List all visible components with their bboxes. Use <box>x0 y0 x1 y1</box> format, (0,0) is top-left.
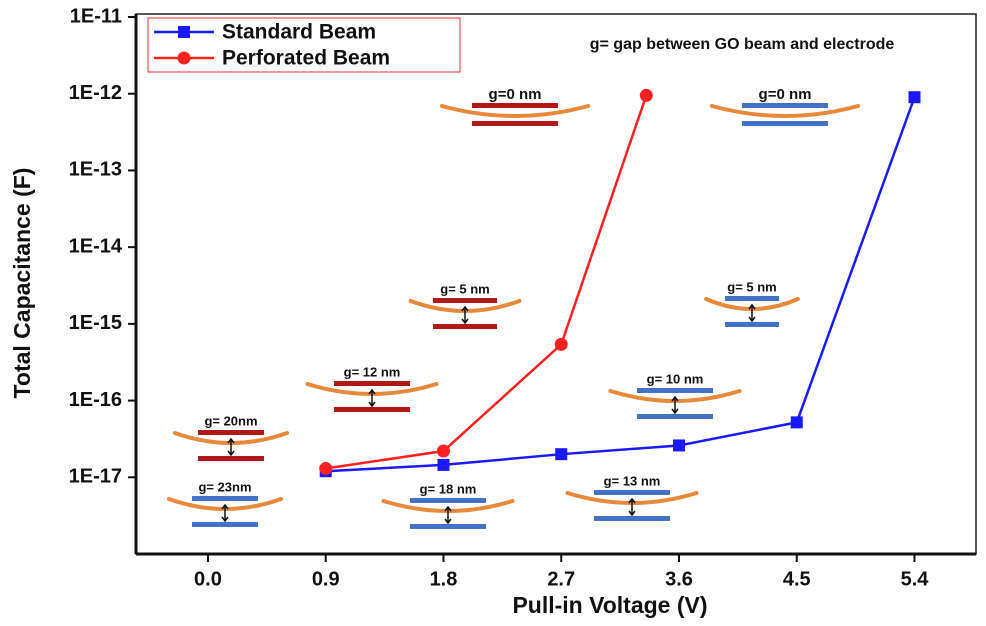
beam-bar <box>472 103 558 108</box>
marker <box>555 448 568 461</box>
beam-bar <box>742 103 828 108</box>
beam-bar <box>198 430 264 435</box>
inset-label: g= 12 nm <box>344 364 401 379</box>
beam-inset: g=0 nm <box>439 86 591 126</box>
x-axis-label: Pull-in Voltage (V) <box>512 592 707 618</box>
beam-inset: g=0 nm <box>709 86 861 126</box>
marker <box>319 462 333 476</box>
gap-arrow <box>748 303 756 323</box>
beam-inset: g= 5 nm <box>408 281 522 329</box>
gap-arrow <box>461 305 469 325</box>
legend-marker <box>177 51 191 65</box>
electrode <box>334 407 410 412</box>
beam-inset: g= 18 nm <box>381 481 515 529</box>
y-tick-label: 1E-15 <box>69 312 122 334</box>
gap-arrow <box>671 395 679 415</box>
beam-bar <box>334 381 410 386</box>
inset-label: g=0 nm <box>489 86 542 103</box>
legend-label: Standard Beam <box>222 21 376 44</box>
electrode <box>472 121 558 126</box>
beam-bar <box>410 498 486 503</box>
beam-arc <box>709 104 861 118</box>
series-line <box>325 96 916 473</box>
gap-arrow <box>368 388 376 408</box>
electrode <box>198 456 264 461</box>
marker <box>790 416 803 429</box>
y-tick-label: 1E-14 <box>69 235 123 257</box>
inset-label: g= 18 nm <box>420 481 477 496</box>
x-tick-label: 5.4 <box>901 568 930 590</box>
series-line <box>325 95 648 470</box>
beam-bar <box>192 496 258 501</box>
plot-frame <box>135 13 977 555</box>
beam-inset: g= 12 nm <box>305 364 439 412</box>
inset-label: g= 23nm <box>198 479 251 494</box>
electrode <box>594 516 670 521</box>
note: g= gap between GO beam and electrode <box>590 36 895 53</box>
x-tick-label: 0.0 <box>194 568 222 590</box>
inset-label: g=0 nm <box>759 86 812 103</box>
beam-inset: g= 20nm <box>172 413 290 461</box>
beam-bar <box>594 490 670 495</box>
inset-label: g= 5 nm <box>440 281 490 296</box>
beam-inset: g= 23nm <box>166 479 284 527</box>
marker <box>437 458 450 471</box>
beam-bar <box>725 296 779 301</box>
gap-arrow <box>628 497 636 517</box>
marker <box>672 439 685 452</box>
beam-inset: g= 13 nm <box>565 473 699 521</box>
gap-arrow <box>444 505 452 525</box>
legend-label: Perforated Beam <box>222 47 390 70</box>
electrode <box>433 324 497 329</box>
inset-label: g= 20nm <box>204 413 257 428</box>
x-tick-label: 4.5 <box>783 568 811 590</box>
y-tick-label: 1E-16 <box>69 389 122 411</box>
legend-box <box>147 17 461 73</box>
beam-inset: g= 10 nm <box>608 371 742 419</box>
electrode <box>637 414 713 419</box>
y-tick-label: 1E-11 <box>70 5 122 27</box>
beam-inset: g= 5 nm <box>704 279 800 327</box>
gap-arrow <box>227 437 235 457</box>
y-tick-label: 1E-12 <box>69 82 122 104</box>
electrode <box>410 524 486 529</box>
y-axis-label: Total Capacitance (F) <box>9 168 35 399</box>
x-tick-label: 2.7 <box>547 568 575 590</box>
beam-arc <box>439 104 591 118</box>
electrode <box>192 522 258 527</box>
marker <box>554 337 568 351</box>
electrode <box>725 322 779 327</box>
beam-bar <box>433 298 497 303</box>
y-tick-label: 1E-13 <box>69 159 122 181</box>
y-tick-label: 1E-17 <box>69 466 122 488</box>
x-tick-label: 3.6 <box>665 568 693 590</box>
beam-bar <box>637 388 713 393</box>
gap-arrow <box>221 503 229 523</box>
inset-label: g= 5 nm <box>727 279 777 294</box>
marker <box>436 444 450 458</box>
electrode <box>742 121 828 126</box>
inset-label: g= 10 nm <box>647 371 704 386</box>
marker <box>639 88 653 102</box>
marker <box>908 91 921 104</box>
legend-marker <box>178 26 190 38</box>
inset-label: g= 13 nm <box>604 473 661 488</box>
x-tick-label: 1.8 <box>430 568 458 590</box>
x-tick-label: 0.9 <box>312 568 340 590</box>
